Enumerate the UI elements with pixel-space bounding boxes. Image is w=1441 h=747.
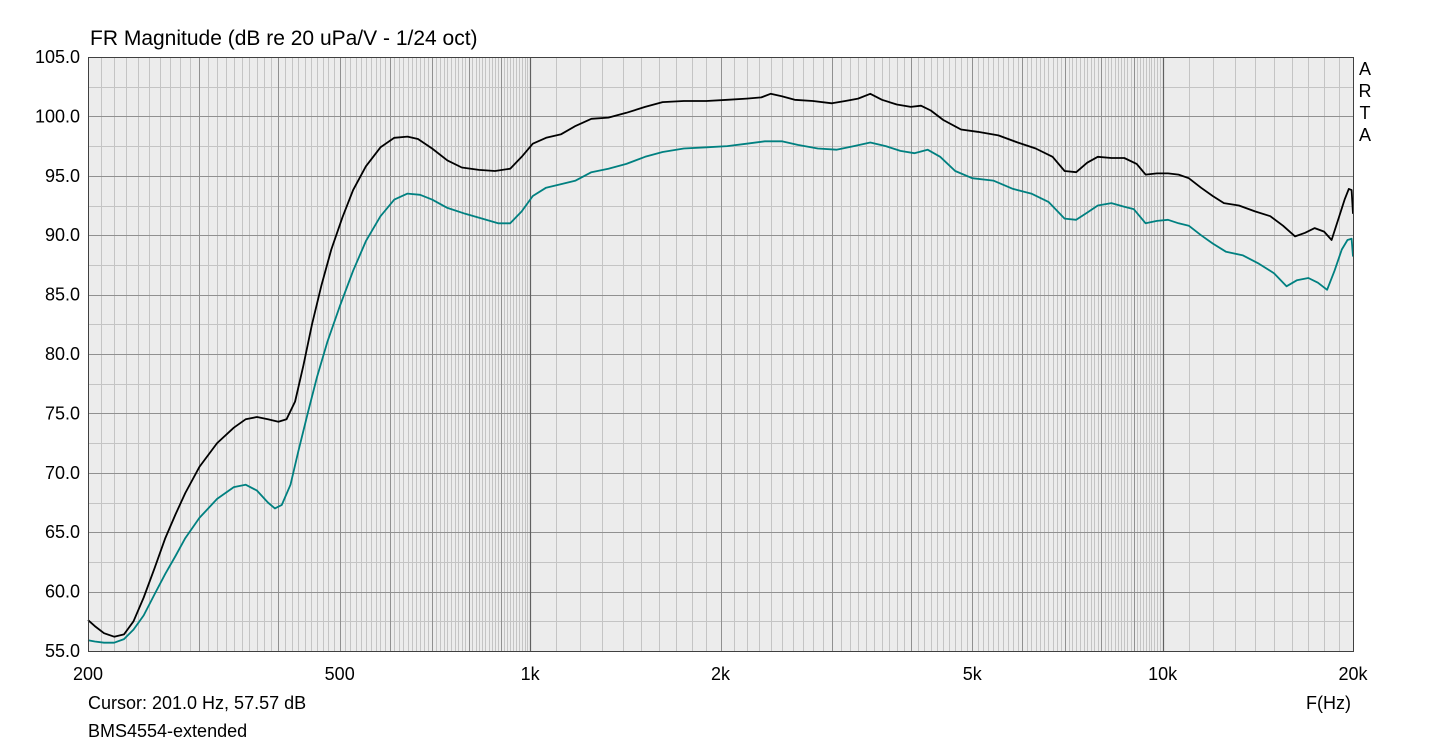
y-tick-label: 95.0 [45,166,80,186]
y-tick-label: 75.0 [45,403,80,423]
x-tick-label: 500 [325,664,355,684]
x-tick-label: 200 [73,664,103,684]
chart-title: FR Magnitude (dB re 20 uPa/V - 1/24 oct) [90,27,478,50]
series-line-black [87,92,1354,638]
watermark-letter: T [1360,103,1371,123]
y-tick-label: 100.0 [35,106,80,126]
series-line-teal [87,140,1354,644]
y-tick-label: 105.0 [35,47,80,67]
x-axis-labels: 200 500 1k 2k 5k 10k 20k [73,664,1369,684]
y-tick-label: 55.0 [45,641,80,661]
watermark-letter: R [1359,81,1372,101]
x-tick-label: 2k [711,664,731,684]
y-tick-label: 90.0 [45,225,80,245]
series-label: BMS4554-extended [88,721,248,741]
x-tick-label: 5k [963,664,983,684]
series-layer [87,92,1354,644]
x-tick-label: 1k [521,664,541,684]
watermark-letter: A [1359,125,1371,145]
watermark-letter: A [1359,59,1371,79]
cursor-readout: Cursor: 201.0 Hz, 57.57 dB [88,693,307,713]
major-grid [88,57,1353,651]
y-tick-label: 65.0 [45,522,80,542]
x-axis-unit-label: F(Hz) [1306,693,1351,713]
y-tick-label: 70.0 [45,463,80,483]
y-tick-label: 85.0 [45,285,80,305]
plot-frame [88,57,1354,652]
y-axis-labels: 55.0 60.0 65.0 70.0 75.0 80.0 85.0 90.0 95.0 100.… [35,47,80,661]
x-tick-label: 10k [1148,664,1178,684]
y-tick-label: 80.0 [45,344,80,364]
y-tick-label: 60.0 [45,582,80,602]
x-tick-label: 20k [1338,664,1368,684]
